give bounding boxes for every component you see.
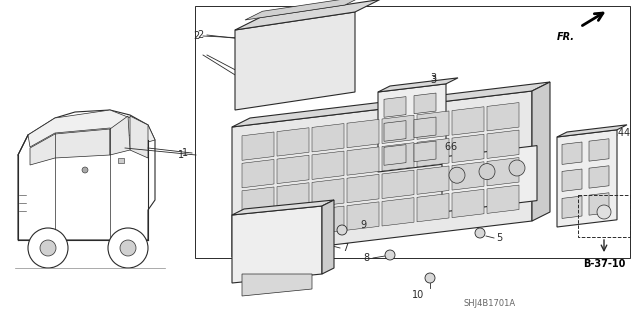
Polygon shape: [417, 111, 449, 139]
Polygon shape: [30, 129, 110, 165]
Polygon shape: [242, 132, 274, 160]
Polygon shape: [232, 206, 322, 283]
Polygon shape: [347, 202, 379, 230]
Polygon shape: [562, 142, 582, 164]
Circle shape: [449, 167, 465, 183]
Polygon shape: [18, 110, 155, 240]
Polygon shape: [235, 0, 380, 30]
Polygon shape: [347, 147, 379, 175]
Polygon shape: [442, 145, 537, 212]
Text: 7: 7: [342, 243, 348, 253]
Polygon shape: [589, 166, 609, 188]
Polygon shape: [452, 134, 484, 163]
Bar: [118, 158, 124, 163]
Polygon shape: [235, 12, 355, 110]
Polygon shape: [487, 185, 519, 213]
Polygon shape: [277, 128, 309, 156]
Polygon shape: [322, 200, 334, 274]
Polygon shape: [232, 82, 550, 127]
Text: 2: 2: [194, 31, 200, 41]
Text: 4: 4: [618, 128, 624, 138]
Polygon shape: [562, 169, 582, 191]
Polygon shape: [452, 107, 484, 135]
Text: 6: 6: [444, 142, 450, 152]
Polygon shape: [347, 119, 379, 148]
Circle shape: [479, 164, 495, 180]
Text: 3: 3: [430, 75, 436, 85]
Polygon shape: [417, 166, 449, 194]
Circle shape: [108, 228, 148, 268]
Text: SHJ4B1701A: SHJ4B1701A: [464, 299, 516, 308]
Polygon shape: [562, 196, 582, 219]
Polygon shape: [382, 198, 414, 226]
Bar: [195, 6, 630, 258]
Text: 5: 5: [496, 233, 502, 243]
Text: 10: 10: [412, 290, 424, 300]
Polygon shape: [452, 189, 484, 218]
Polygon shape: [414, 117, 436, 138]
Polygon shape: [232, 91, 532, 257]
Polygon shape: [384, 121, 406, 141]
Text: 9: 9: [360, 220, 366, 230]
Polygon shape: [277, 183, 309, 211]
Circle shape: [385, 250, 395, 260]
Polygon shape: [414, 141, 436, 162]
Polygon shape: [417, 138, 449, 167]
Circle shape: [82, 167, 88, 173]
Polygon shape: [487, 103, 519, 131]
Polygon shape: [557, 130, 617, 227]
Text: 2: 2: [196, 30, 203, 40]
Polygon shape: [452, 162, 484, 190]
Polygon shape: [232, 200, 334, 215]
Circle shape: [40, 240, 56, 256]
Circle shape: [425, 273, 435, 283]
Text: FR.: FR.: [557, 32, 575, 42]
Circle shape: [28, 228, 68, 268]
Polygon shape: [382, 115, 414, 144]
Polygon shape: [414, 93, 436, 114]
Polygon shape: [589, 193, 609, 215]
Polygon shape: [589, 139, 609, 161]
Polygon shape: [242, 160, 274, 188]
Polygon shape: [378, 84, 446, 172]
Polygon shape: [384, 97, 406, 117]
Polygon shape: [110, 116, 130, 155]
Polygon shape: [277, 155, 309, 184]
Text: 3: 3: [430, 73, 436, 83]
Circle shape: [337, 225, 347, 235]
Polygon shape: [245, 0, 362, 20]
Polygon shape: [487, 130, 519, 159]
Text: 1: 1: [178, 150, 184, 160]
Polygon shape: [130, 116, 148, 158]
Circle shape: [120, 240, 136, 256]
Circle shape: [475, 228, 485, 238]
Polygon shape: [242, 187, 274, 215]
Polygon shape: [277, 210, 309, 239]
Text: B-37-10: B-37-10: [583, 259, 625, 269]
Polygon shape: [312, 123, 344, 152]
Text: 6: 6: [450, 142, 456, 152]
Polygon shape: [347, 174, 379, 203]
Polygon shape: [28, 110, 155, 147]
Text: 4: 4: [624, 128, 630, 138]
Polygon shape: [312, 179, 344, 207]
Polygon shape: [487, 158, 519, 186]
Bar: [578, 195, 630, 237]
Polygon shape: [532, 82, 550, 221]
Polygon shape: [384, 145, 406, 165]
Polygon shape: [312, 206, 344, 234]
Polygon shape: [382, 170, 414, 198]
Polygon shape: [242, 214, 274, 243]
Polygon shape: [378, 78, 458, 92]
Polygon shape: [557, 125, 627, 137]
Text: 1: 1: [182, 148, 188, 158]
Polygon shape: [382, 143, 414, 171]
Polygon shape: [417, 193, 449, 222]
Circle shape: [597, 205, 611, 219]
Polygon shape: [242, 274, 312, 296]
Polygon shape: [312, 151, 344, 179]
Text: 8: 8: [364, 253, 370, 263]
Circle shape: [509, 160, 525, 176]
